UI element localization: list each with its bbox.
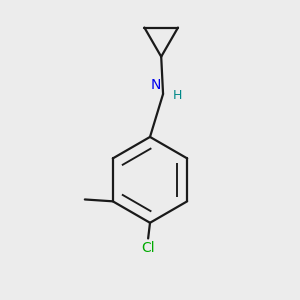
Text: Cl: Cl bbox=[141, 242, 155, 255]
Text: N: N bbox=[151, 78, 161, 92]
Text: H: H bbox=[172, 89, 182, 102]
